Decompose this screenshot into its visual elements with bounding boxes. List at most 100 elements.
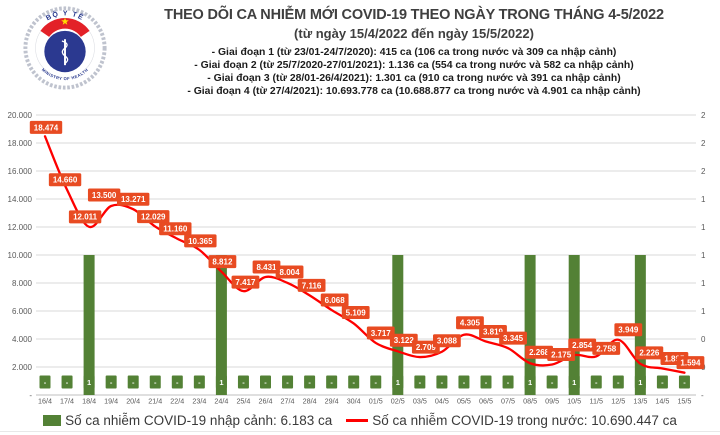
bar-value-label: - bbox=[617, 378, 620, 387]
x-axis-tick: 23/4 bbox=[192, 397, 206, 406]
bar-value-label-box bbox=[193, 375, 205, 389]
x-axis-tick: 27/4 bbox=[281, 397, 295, 406]
x-axis-tick: 25/4 bbox=[236, 397, 250, 406]
imported-cases-bar bbox=[524, 255, 536, 395]
x-axis-tick: 24/4 bbox=[214, 397, 228, 406]
x-axis-tick: 12/5 bbox=[611, 397, 625, 406]
legend-domestic-label: Số ca nhiễm COVID-19 trong nước: 10.690.… bbox=[372, 413, 677, 428]
line-value-label-box bbox=[676, 356, 705, 370]
legend-domestic: Số ca nhiễm COVID-19 trong nước: 10.690.… bbox=[346, 413, 677, 428]
line-value-label-box bbox=[433, 334, 461, 348]
x-axis-tick: 01/5 bbox=[369, 397, 383, 406]
x-axis-tick: 06/5 bbox=[479, 397, 493, 406]
y-axis-right-tick: 0 bbox=[701, 335, 706, 344]
logo-outer-ring bbox=[23, 6, 107, 90]
line-value-label-box bbox=[366, 326, 395, 340]
bar-value-label: - bbox=[308, 378, 311, 387]
bar-value-label: - bbox=[661, 378, 664, 387]
bar-value-label-box bbox=[370, 375, 382, 389]
bar-value-label-box bbox=[524, 375, 536, 389]
bar-value-label-box bbox=[546, 375, 558, 389]
phase-2-line: - Giai đoạn 2 (từ 25/7/2020-27/01/2021):… bbox=[194, 60, 634, 72]
x-axis-tick: 03/5 bbox=[413, 397, 427, 406]
line-value-label: 1.895 bbox=[664, 354, 685, 363]
bar-value-label-box bbox=[656, 375, 668, 389]
bar-value-label: 1 bbox=[219, 378, 223, 387]
logo-red-band bbox=[40, 18, 90, 38]
line-value-label-box bbox=[411, 340, 440, 354]
line-value-label: 3.345 bbox=[503, 334, 524, 343]
line-value-label: 12.011 bbox=[73, 213, 98, 222]
line-value-label: 2.175 bbox=[551, 350, 572, 359]
x-axis-tick: 13/5 bbox=[633, 397, 647, 406]
bar-value-label: - bbox=[154, 378, 157, 387]
bar-value-label: 1 bbox=[572, 378, 576, 387]
line-value-label-box bbox=[456, 316, 484, 330]
x-axis-tick: 29/4 bbox=[325, 397, 339, 406]
line-value-label: 4.305 bbox=[460, 319, 481, 328]
line-value-label: 10.365 bbox=[188, 237, 213, 246]
bar-value-label: - bbox=[66, 378, 69, 387]
logo-star-icon bbox=[61, 17, 69, 25]
x-axis-tick: 07/5 bbox=[501, 397, 515, 406]
line-value-label-box bbox=[184, 234, 217, 248]
bar-value-label-box bbox=[502, 375, 514, 389]
x-axis-tick: 20/4 bbox=[126, 397, 140, 406]
bar-value-label: - bbox=[683, 378, 686, 387]
line-value-label: 3.717 bbox=[371, 329, 392, 338]
x-axis-tick: 09/5 bbox=[545, 397, 559, 406]
phase-3-line: - Giai đoạn 3 (từ 28/01-26/4/2021): 1.30… bbox=[207, 73, 621, 85]
bar-value-label: - bbox=[485, 378, 488, 387]
bar-value-label-box bbox=[39, 375, 51, 389]
bar-value-label: 1 bbox=[87, 378, 91, 387]
bar-value-label: - bbox=[352, 378, 355, 387]
x-axis-tick: 22/4 bbox=[170, 397, 184, 406]
bar-value-label: - bbox=[198, 378, 201, 387]
y-axis-right-tick: 2 bbox=[701, 139, 706, 148]
bar-value-label: - bbox=[419, 378, 422, 387]
bar-value-label: - bbox=[551, 378, 554, 387]
bar-value-label-box bbox=[282, 375, 294, 389]
x-axis-tick: 02/5 bbox=[391, 397, 405, 406]
y-axis-left-tick: 10.000 bbox=[8, 251, 33, 260]
y-axis-right-tick: 1 bbox=[701, 279, 706, 288]
line-value-label-box bbox=[499, 331, 527, 345]
x-axis-tick: 14/5 bbox=[655, 397, 669, 406]
bar-value-label-box bbox=[634, 375, 646, 389]
line-value-label-box bbox=[297, 278, 326, 292]
line-value-label: 2.758 bbox=[596, 344, 617, 353]
bar-value-label: - bbox=[507, 378, 510, 387]
line-value-label-box bbox=[87, 188, 121, 202]
bar-value-label-box bbox=[480, 375, 492, 389]
imported-cases-bar bbox=[568, 255, 580, 395]
x-axis-tick: 08/5 bbox=[523, 397, 537, 406]
x-axis-tick: 30/4 bbox=[347, 397, 361, 406]
line-value-label: 3.088 bbox=[437, 337, 458, 346]
bar-value-label-box bbox=[348, 375, 360, 389]
line-value-label: 14.660 bbox=[53, 176, 78, 185]
line-value-label-box bbox=[592, 341, 621, 355]
x-axis-tick: 11/5 bbox=[590, 397, 603, 406]
bar-value-label: - bbox=[242, 378, 245, 387]
line-value-label: 13.271 bbox=[121, 195, 146, 204]
bar-value-label-box bbox=[414, 375, 426, 389]
bar-value-label-box bbox=[61, 375, 73, 389]
x-axis-tick: 04/5 bbox=[435, 397, 449, 406]
line-value-label-box bbox=[68, 210, 102, 224]
y-axis-right-tick: 1 bbox=[701, 307, 706, 316]
bar-value-label: - bbox=[595, 378, 598, 387]
line-value-label: 3.122 bbox=[394, 336, 415, 345]
line-swatch-icon bbox=[346, 419, 369, 422]
logo-snake-icon bbox=[61, 40, 69, 64]
line-value-label: 2.854 bbox=[572, 341, 593, 350]
line-value-label-box bbox=[208, 255, 237, 269]
phase-4-line: - Giai đoạn 4 (từ 27/4/2021): 10.693.778… bbox=[187, 86, 641, 98]
x-axis-tick: 28/4 bbox=[303, 397, 317, 406]
imported-cases-bar bbox=[215, 255, 227, 395]
line-value-label: 2.268 bbox=[529, 348, 550, 357]
bar-swatch-icon bbox=[43, 415, 62, 426]
y-axis-left-tick: 14.000 bbox=[8, 195, 33, 204]
y-axis-left-tick: 16.000 bbox=[8, 167, 33, 176]
line-value-label: 8.004 bbox=[280, 268, 301, 277]
y-axis-right-tick: 1 bbox=[701, 251, 706, 260]
